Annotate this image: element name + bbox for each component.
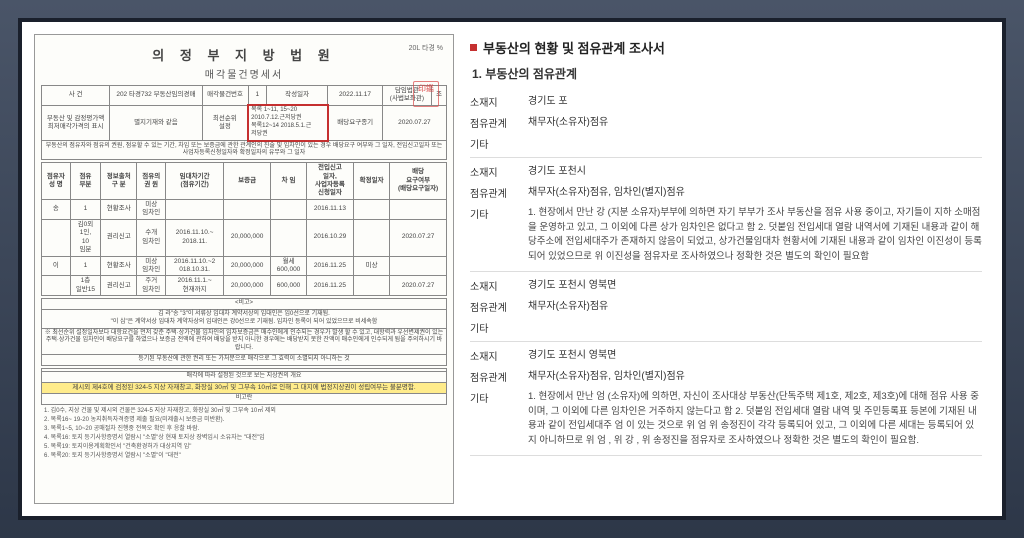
sub-line: 등기된 부동산에 관한 권리 또는 가처분으로 매각으로 그 효력이 소멸되지 … (42, 355, 447, 366)
info-row: 소재지경기도 포천시 영북면 (470, 275, 982, 296)
left-document: 20L 타경 % 의 정 부 지 방 법 원 매각물건명세서 印鑑 사 건 20… (34, 34, 454, 504)
desc-row: 부동산의 점유자와 점유의 권원, 점유할 수 있는 기간, 차임 또는 보증금… (42, 141, 447, 160)
info-value: 1. 현장에서 만난 강 (지분 소유자)부부에 의하면 자기 부부가 조사 부… (528, 206, 982, 265)
deadline-label: 배당요구종기 (328, 105, 383, 140)
info-value: 경기도 포천시 영북면 (528, 278, 982, 293)
col-header: 배당 요구여부 (배당요구일자) (390, 163, 447, 200)
sale-num: 1 (248, 86, 266, 106)
info-label: 소재지 (470, 94, 528, 109)
info-value: 채무자(소유자)점유, 임차인(별지)점유 (528, 369, 982, 384)
footer-line: 3. 목록1~5, 10~20 공매절차 진행중 전복오 확인 후 응찰 바람. (44, 425, 444, 434)
col-header: 점유의 권 원 (137, 163, 166, 200)
info-label: 소재지 (470, 278, 528, 293)
info-value: 채무자(소유자)점유, 임차인(별지)점유 (528, 185, 982, 200)
section-number: 1. 부동산의 점유관계 (472, 65, 982, 82)
write-date-label: 작성일자 (267, 86, 328, 106)
col-header: 확정일자 (353, 163, 389, 200)
page-code: 20L 타경 % (409, 43, 443, 53)
col-header: 전입신고 일자, 사업자등록 신청일자 (306, 163, 353, 200)
appraise-label: 부동산 및 감정평가액 최저매각가격의 표시 (42, 105, 110, 140)
col-header: 보증금 (224, 163, 271, 200)
document-frame: 20L 타경 % 의 정 부 지 방 법 원 매각물건명세서 印鑑 사 건 20… (18, 18, 1006, 520)
deadline-value: 2020.07.27 (382, 105, 446, 140)
footer-line: 1. 김0수, 지상 건물 및 제시외 건물은 324-5 지상 자재창고, 화… (44, 407, 444, 416)
col-header: 점유 부분 (70, 163, 100, 200)
info-value (528, 320, 982, 335)
info-row: 기타1. 현장에서 만난 강 (지분 소유자)부부에 의하면 자기 부부가 조사… (470, 203, 982, 268)
table-row: 이1현황조사미상 임차인2016.11.10.~2 018.10.31.20,0… (42, 256, 447, 276)
info-row: 점유관계채무자(소유자)점유, 임차인(별지)점유 (470, 182, 982, 203)
info-row: 점유관계채무자(소유자)점유 (470, 296, 982, 317)
info-label: 기타 (470, 136, 528, 151)
notice-box: ※ 최선순위 설정일자보다 대항요건을 먼저 갖춘 주택·상가건물 임차인의 임… (42, 328, 447, 354)
info-label: 점유관계 (470, 299, 528, 314)
info-label: 점유관계 (470, 369, 528, 384)
sale-num-label: 매각물건번호 (202, 86, 248, 106)
footer-notes: 1. 김0수, 지상 건물 및 제시외 건물은 324-5 지상 자재창고, 화… (41, 405, 447, 463)
info-value (528, 136, 982, 151)
bigo-table: <비고> 김 라"송 "3"이 서류상 임대차 계약서상의 임대인은 임0선으로… (41, 298, 447, 366)
footer-line: 4. 목록16: 토지 등기사항증명서 열람시 "소멸"상 현재 토지상 장벽임… (44, 434, 444, 443)
appraise-value: 별지기재와 같음 (110, 105, 202, 140)
footer-line: 5. 목록19: 토지이용계획확인서 "건축환경허가 대상지역 임" (44, 443, 444, 452)
col-header: 점유자 성 명 (42, 163, 71, 200)
col-header: 정보출처 구 분 (101, 163, 137, 200)
priority-label: 최선순위 설정 (202, 105, 248, 140)
info-value: 1. 현장에서 만난 엄 (소유자)에 의하면, 자신이 조사대상 부동산(단독… (528, 390, 982, 449)
court-name: 의 정 부 지 방 법 원 (41, 45, 447, 64)
bigo-text: 김 라"송 "3"이 서류상 임대차 계약서상의 임대인은 임0선으로 기재됨.… (42, 310, 447, 329)
write-date: 2022.11.17 (328, 86, 383, 106)
info-label: 소재지 (470, 164, 528, 179)
info-row: 소재지경기도 포 (470, 91, 982, 112)
info-block: 소재지경기도 포점유관계채무자(소유자)점유기타 (470, 88, 982, 158)
info-value: 경기도 포천시 영북면 (528, 348, 982, 363)
info-row: 기타1. 현장에서 만난 엄 (소유자)에 의하면, 자신이 조사대상 부동산(… (470, 387, 982, 452)
info-value: 채무자(소유자)점유 (528, 115, 982, 130)
bigo2-label: 비고란 (42, 394, 447, 405)
footer-line: 2. 목록16~ 19-20 농지취득자격증명 제출 필요(미제출시 보증금 미… (44, 416, 444, 425)
tenant-table: 점유자 성 명점유 부분정보출처 구 분점유의 권 원임대차기간 (점유기간)보… (41, 162, 447, 296)
info-label: 소재지 (470, 348, 528, 363)
info-row: 소재지경기도 포천시 영북면 (470, 345, 982, 366)
case-label: 사 건 (42, 86, 110, 106)
table-row: 김0외 1인, 10 임분권리신고수개 임차인2016.11.10.~ 2018… (42, 219, 447, 256)
info-value: 경기도 포천시 (528, 164, 982, 179)
info-row: 소재지경기도 포천시 (470, 161, 982, 182)
doc-subtitle: 매각물건명세서 (41, 66, 447, 81)
table-row: 1층 일반15권리신고주거 임차인2016.11.1.~ 현재까지20,000,… (42, 276, 447, 296)
right-title: 부동산의 현황 및 점유관계 조사서 (470, 38, 982, 57)
right-document: 부동산의 현황 및 점유관계 조사서 1. 부동산의 점유관계 소재지경기도 포… (462, 34, 990, 504)
seal-stamp: 印鑑 (413, 81, 439, 107)
priority-redbox: 목록 1~11, 15~20 2010.7.12.근저당권 목록12~14 20… (248, 105, 328, 140)
info-block: 소재지경기도 포천시 영북면점유관계채무자(소유자)점유기타 (470, 272, 982, 342)
bullet-icon (470, 44, 477, 51)
info-block: 소재지경기도 포천시점유관계채무자(소유자)점유, 임차인(별지)점유기타1. … (470, 158, 982, 272)
info-label: 점유관계 (470, 115, 528, 130)
info-row: 기타 (470, 133, 982, 154)
info-value: 경기도 포 (528, 94, 982, 109)
highlight-table: 매각에 따라 설정된 것으로 보는 지상권의 개요 제시외 제4호에 검정된 3… (41, 368, 447, 405)
info-row: 기타 (470, 317, 982, 338)
header-table: 사 건 202 타경732 부동산임의경매 매각물건번호 1 작성일자 2022… (41, 85, 447, 160)
info-label: 기타 (470, 206, 528, 265)
bigo-label: <비고> (42, 299, 447, 310)
col-header: 임대차기간 (점유기간) (166, 163, 224, 200)
info-label: 점유관계 (470, 185, 528, 200)
info-row: 점유관계채무자(소유자)점유, 임차인(별지)점유 (470, 366, 982, 387)
info-label: 기타 (470, 320, 528, 335)
info-row: 점유관계채무자(소유자)점유 (470, 112, 982, 133)
table-row: 송1현황조사미상 임차인2016.11.13 (42, 199, 447, 219)
case-number: 202 타경732 부동산임의경매 (110, 86, 202, 106)
section-head: 매각에 따라 설정된 것으로 보는 지상권의 개요 (42, 371, 447, 382)
col-header: 차 임 (271, 163, 307, 200)
info-value: 채무자(소유자)점유 (528, 299, 982, 314)
highlight-text: 제시외 제4호에 검정된 324-5 지상 자재창고, 화장실 30㎡ 및 그부… (42, 382, 447, 393)
footer-line: 6. 목록20: 토지 등기사항증명서 열람시 "소멸"이 "대전" (44, 452, 444, 461)
info-label: 기타 (470, 390, 528, 449)
info-block: 소재지경기도 포천시 영북면점유관계채무자(소유자)점유, 임차인(별지)점유기… (470, 342, 982, 456)
